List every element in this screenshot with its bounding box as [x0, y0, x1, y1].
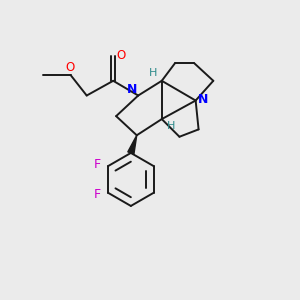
Polygon shape	[128, 135, 137, 154]
Text: N: N	[198, 93, 208, 106]
Text: O: O	[66, 61, 75, 74]
Text: O: O	[117, 49, 126, 62]
Text: F: F	[94, 158, 101, 171]
Text: H: H	[149, 68, 157, 78]
Text: F: F	[94, 188, 101, 201]
Text: H: H	[167, 121, 176, 130]
Text: N: N	[127, 83, 137, 96]
